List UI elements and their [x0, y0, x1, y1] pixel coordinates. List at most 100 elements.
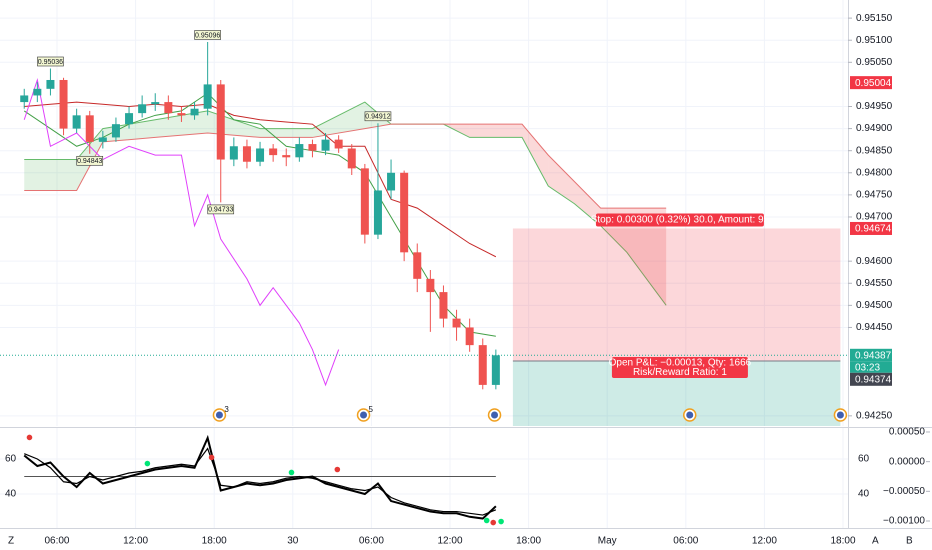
- x-tick-label: 12:00: [752, 536, 777, 547]
- y-tick-label: 0.95150: [856, 13, 893, 24]
- oscillator-line: [23, 434, 497, 520]
- x-tick-label: 18:00: [516, 536, 541, 547]
- x-tick-label: 12:00: [123, 536, 148, 547]
- candle-body: [269, 148, 278, 156]
- signal-dot: [498, 518, 504, 525]
- entry-badge-box: [850, 372, 892, 386]
- candle-body: [347, 148, 356, 169]
- candle-body: [360, 168, 369, 235]
- candle-body: [138, 104, 147, 114]
- x-tick-label: 06:00: [673, 536, 698, 547]
- stop-label: Stop: 0.00300 (0.32%) 30.0, Amount: 95: [591, 215, 770, 226]
- annotation-box: [37, 56, 64, 67]
- x-tick-label: 18:00: [202, 536, 227, 547]
- candle-body: [321, 139, 330, 151]
- cloud-segment: [312, 102, 365, 138]
- x-tick-label: 06:00: [359, 536, 384, 547]
- candle-body: [413, 252, 422, 279]
- indicator-line: [24, 101, 497, 258]
- entry-badge: 0.94374: [855, 374, 892, 385]
- signal-dot: [144, 460, 151, 467]
- pnl-label-box: [611, 357, 748, 379]
- countdown: 03:23: [855, 362, 880, 373]
- annotation-box: [76, 155, 104, 166]
- candle-body: [203, 84, 212, 109]
- cloud-segment: [626, 208, 654, 288]
- event-count: 3: [224, 405, 229, 414]
- event-flag: [215, 411, 223, 419]
- stop-badge-box: [850, 221, 892, 235]
- candle-body: [373, 190, 382, 235]
- cloud-segment: [260, 128, 313, 138]
- candle-body: [426, 278, 435, 293]
- event-flag: [491, 411, 499, 419]
- candle-body: [334, 139, 343, 149]
- annotation-label: 0.94843: [77, 158, 102, 165]
- event-flag: [360, 411, 368, 419]
- signal-dot: [334, 466, 341, 473]
- price-badge: 0.95004: [855, 78, 892, 89]
- candle-body: [491, 355, 500, 385]
- candle-body: [478, 345, 487, 385]
- pnl-label: Open P&L: −0.00013, Qty: 1666: [609, 358, 752, 369]
- current-badge: 0.94387: [855, 350, 892, 361]
- plot-layer: 0.95036 0.95096 0.94843 0.94733 0.94912 Stop:…: [0, 0, 848, 528]
- badge-button[interactable]: B: [906, 536, 913, 547]
- candle-body: [387, 172, 396, 191]
- y-tick-label: 40: [5, 489, 17, 500]
- candle-body: [177, 113, 186, 116]
- cloud-segment: [574, 181, 601, 226]
- annotation-box: [207, 204, 235, 215]
- candle-body: [190, 108, 199, 116]
- y-tick-label: 0.94950: [856, 101, 893, 112]
- annotation-label: 0.95096: [195, 32, 220, 39]
- y2-tick-label: 0.00050: [889, 427, 926, 438]
- y-tick-label: 40: [858, 489, 870, 500]
- candle-body: [59, 79, 68, 129]
- y2-tick-label: −0.00100: [883, 516, 925, 527]
- cloud-segment: [548, 155, 575, 204]
- y-tick-label: 0.94700: [856, 212, 893, 223]
- stop-zone: [512, 228, 841, 362]
- countdown-box: [850, 361, 892, 373]
- cloud-segment: [24, 159, 77, 191]
- y-tick-label: 0.94250: [856, 410, 893, 421]
- signal-dot: [288, 469, 295, 476]
- event-count: 5: [369, 405, 374, 414]
- candle-body: [308, 144, 317, 151]
- signal-dot: [490, 519, 497, 526]
- x-tick-label: 18:00: [831, 536, 856, 547]
- left-button[interactable]: Z: [8, 536, 14, 547]
- y-tick-label: 0.94800: [856, 167, 893, 178]
- x-tick-label: May: [598, 536, 617, 547]
- candle-body: [125, 113, 134, 125]
- event-flag: [836, 411, 844, 419]
- y2-tick-label: 0.00000: [889, 456, 926, 467]
- candle-body: [439, 292, 448, 319]
- y-tick-label: 0.94450: [856, 322, 893, 333]
- candle-body: [85, 115, 94, 142]
- candle-body: [111, 124, 120, 138]
- auto-button[interactable]: A: [872, 536, 879, 547]
- candle-body: [242, 146, 251, 162]
- y2-tick-label: −0.00050: [883, 486, 925, 497]
- ratio-label: Risk/Reward Ratio: 1: [633, 367, 727, 378]
- stop-badge: 0.94674: [855, 224, 892, 235]
- annotation-label: 0.94733: [208, 207, 233, 214]
- candle-body: [164, 102, 173, 114]
- y-tick-label: 0.94900: [856, 123, 893, 134]
- candle-body: [216, 84, 225, 160]
- candle-body: [46, 79, 55, 89]
- candle-body: [282, 155, 291, 158]
- candle-body: [229, 146, 238, 160]
- event-flag: [686, 411, 694, 419]
- current-badge-box: [850, 348, 892, 362]
- cloud-segment: [653, 208, 667, 306]
- annotation-label: 0.95036: [38, 59, 63, 66]
- candle-body: [295, 144, 304, 158]
- y-tick-label: 0.94600: [856, 256, 893, 267]
- cloud-segment: [469, 124, 523, 138]
- cloud-line: [24, 123, 667, 209]
- candle-body: [33, 88, 42, 96]
